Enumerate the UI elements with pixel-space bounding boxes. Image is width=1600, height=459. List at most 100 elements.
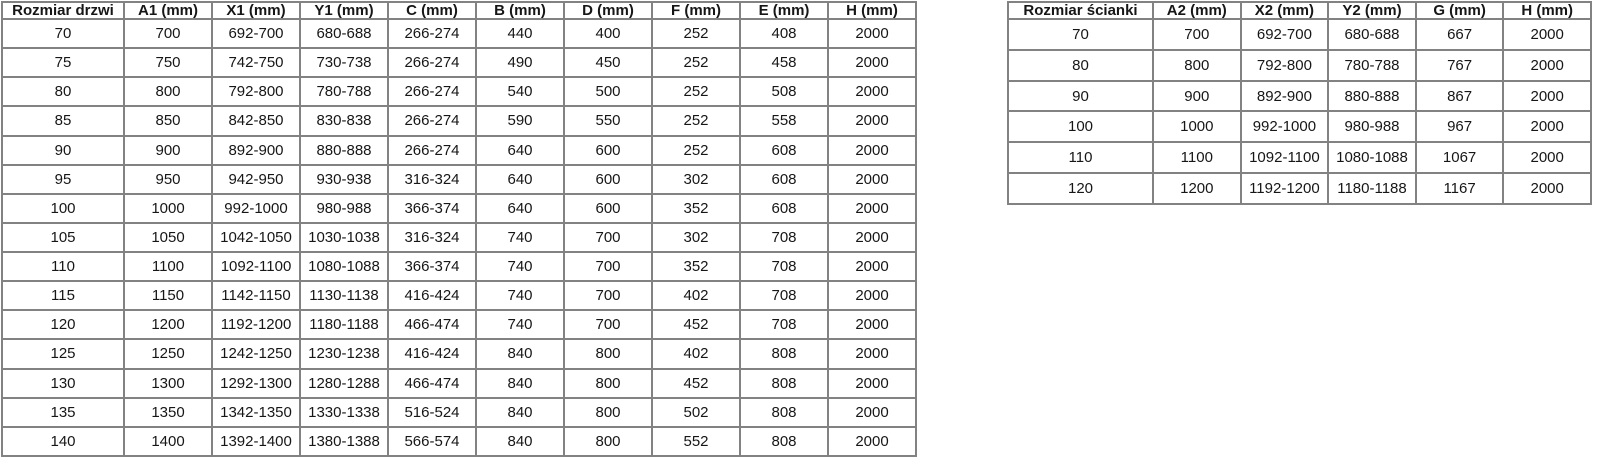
table-cell: 1042-1050	[211, 221, 301, 254]
table-cell: 850	[123, 105, 213, 137]
table-cell: 266-274	[387, 76, 477, 108]
table-cell: 566-574	[387, 425, 477, 458]
table-cell: 120	[1, 309, 125, 341]
table-cell: 266-274	[387, 47, 477, 79]
table-cell: 2000	[827, 47, 917, 79]
table-cell: 867	[1414, 79, 1505, 113]
table-row: 110 1100 1092-1100 1080-1088 1067 2000	[1007, 141, 1592, 175]
table-cell: 2000	[1502, 110, 1592, 144]
table-cell: 266-274	[387, 134, 477, 166]
table-cell: 252	[651, 17, 741, 50]
table-cell: 800	[1152, 48, 1242, 82]
table-cell: 2000	[827, 221, 917, 254]
table-cell: 1100	[123, 250, 213, 283]
table-cell: 640	[475, 134, 565, 166]
table-row: 135 1350 1342-1350 1330-1338 516-524 840 800 50…	[1, 396, 917, 428]
header-row: Rozmiar ścianki A2 (mm) X2 (mm) Y2 (mm) G (m…	[1007, 1, 1592, 20]
table-cell: 1400	[123, 425, 213, 458]
table-cell: 2000	[827, 105, 917, 137]
table-cell: 1000	[1152, 110, 1242, 144]
table-cell: 252	[651, 105, 741, 137]
table-cell: 252	[651, 134, 741, 166]
table-cell: 1000	[123, 192, 213, 224]
table-cell: 125	[1, 338, 125, 370]
table-cell: 266-274	[387, 105, 477, 137]
table-cell: 316-324	[387, 163, 477, 195]
table-cell: 1292-1300	[211, 367, 301, 399]
table-row: 140 1400 1392-1400 1380-1388 566-574 840 800 55…	[1, 425, 917, 458]
table-cell: 892-900	[1239, 79, 1330, 113]
table-row: 105 1050 1042-1050 1030-1038 316-324 740 700 30…	[1, 221, 917, 254]
table-row: 70 700 692-700 680-688 266-274 440 400 252 408 20…	[1, 17, 917, 50]
table-cell: 1380-1388	[299, 425, 389, 458]
table-cell: 252	[651, 47, 741, 79]
table-cell: 452	[651, 367, 741, 399]
table-cell: 2000	[1502, 18, 1592, 51]
table-cell: 516-524	[387, 396, 477, 428]
table-row: 70 700 692-700 680-688 667 2000	[1007, 18, 1592, 51]
table-cell: 302	[651, 221, 741, 254]
table-cell: 85	[1, 105, 125, 137]
table-cell: 90	[1, 134, 125, 166]
table-cell: 742-750	[211, 47, 301, 79]
table-cell: 352	[651, 192, 741, 224]
table-cell: 2000	[827, 338, 917, 370]
table-cell: 2000	[827, 163, 917, 195]
table-row: 90 900 892-900 880-888 266-274 640 600 252 608 20…	[1, 134, 917, 166]
table-cell: 302	[651, 163, 741, 195]
table-cell: 608	[739, 192, 829, 224]
table-row: 110 1100 1092-1100 1080-1088 366-374 740 700 35…	[1, 250, 917, 283]
table-cell: 1100	[1152, 141, 1242, 175]
table-cell: 808	[739, 367, 829, 399]
table-cell: 808	[739, 396, 829, 428]
table-cell: 700	[1152, 18, 1242, 51]
table-cell: 316-324	[387, 221, 477, 254]
table-cell: 992-1000	[211, 192, 301, 224]
table-row: 85 850 842-850 830-838 266-274 590 550 252 558 20…	[1, 105, 917, 137]
table-cell: 458	[739, 47, 829, 79]
table-cell: 1067	[1414, 141, 1505, 175]
table-cell: 1092-1100	[1239, 141, 1330, 175]
table-cell: 708	[739, 280, 829, 312]
table-cell: 830-838	[299, 105, 389, 137]
table-cell: 730-738	[299, 47, 389, 79]
table-cell: 2000	[827, 192, 917, 224]
table-cell: 800	[123, 76, 213, 108]
table-cell: 70	[1, 17, 125, 50]
table-row: 80 800 792-800 780-788 266-274 540 500 252 508 20…	[1, 76, 917, 108]
header-row: Rozmiar drzwi A1 (mm) X1 (mm) Y1 (mm) C (mm)…	[1, 1, 917, 20]
table-cell: 708	[739, 250, 829, 283]
table-cell: 680-688	[299, 17, 389, 50]
table-cell: 692-700	[1239, 18, 1330, 51]
table-cell: 740	[475, 221, 565, 254]
table-row: 130 1300 1292-1300 1280-1288 466-474 840 800 45…	[1, 367, 917, 399]
table-cell: 1330-1338	[299, 396, 389, 428]
table-cell: 1250	[123, 338, 213, 370]
table-cell: 552	[651, 425, 741, 458]
table-cell: 808	[739, 425, 829, 458]
table-cell: 1392-1400	[211, 425, 301, 458]
table-cell: 700	[563, 309, 653, 341]
table-cell: 1192-1200	[211, 309, 301, 341]
table-cell: 1350	[123, 396, 213, 428]
table-cell: 700	[123, 17, 213, 50]
table-row: 80 800 792-800 780-788 767 2000	[1007, 48, 1592, 82]
table-row: 90 900 892-900 880-888 867 2000	[1007, 79, 1592, 113]
wall-panel-dimensions-table: Rozmiar ścianki A2 (mm) X2 (mm) Y2 (mm) G (m…	[1007, 1, 1592, 205]
table-cell: 2000	[827, 309, 917, 341]
table-cell: 590	[475, 105, 565, 137]
table-cell: 1200	[1152, 172, 1242, 205]
column-header: H (mm)	[827, 1, 917, 20]
table-cell: 2000	[827, 280, 917, 312]
table-cell: 1130-1138	[299, 280, 389, 312]
table-cell: 608	[739, 163, 829, 195]
table-cell: 700	[563, 221, 653, 254]
table-cell: 600	[563, 163, 653, 195]
table-cell: 980-988	[299, 192, 389, 224]
table-cell: 466-474	[387, 309, 477, 341]
table-cell: 1080-1088	[299, 250, 389, 283]
table-cell: 110	[1, 250, 125, 283]
table-cell: 900	[1152, 79, 1242, 113]
table-cell: 992-1000	[1239, 110, 1330, 144]
table-cell: 466-474	[387, 367, 477, 399]
